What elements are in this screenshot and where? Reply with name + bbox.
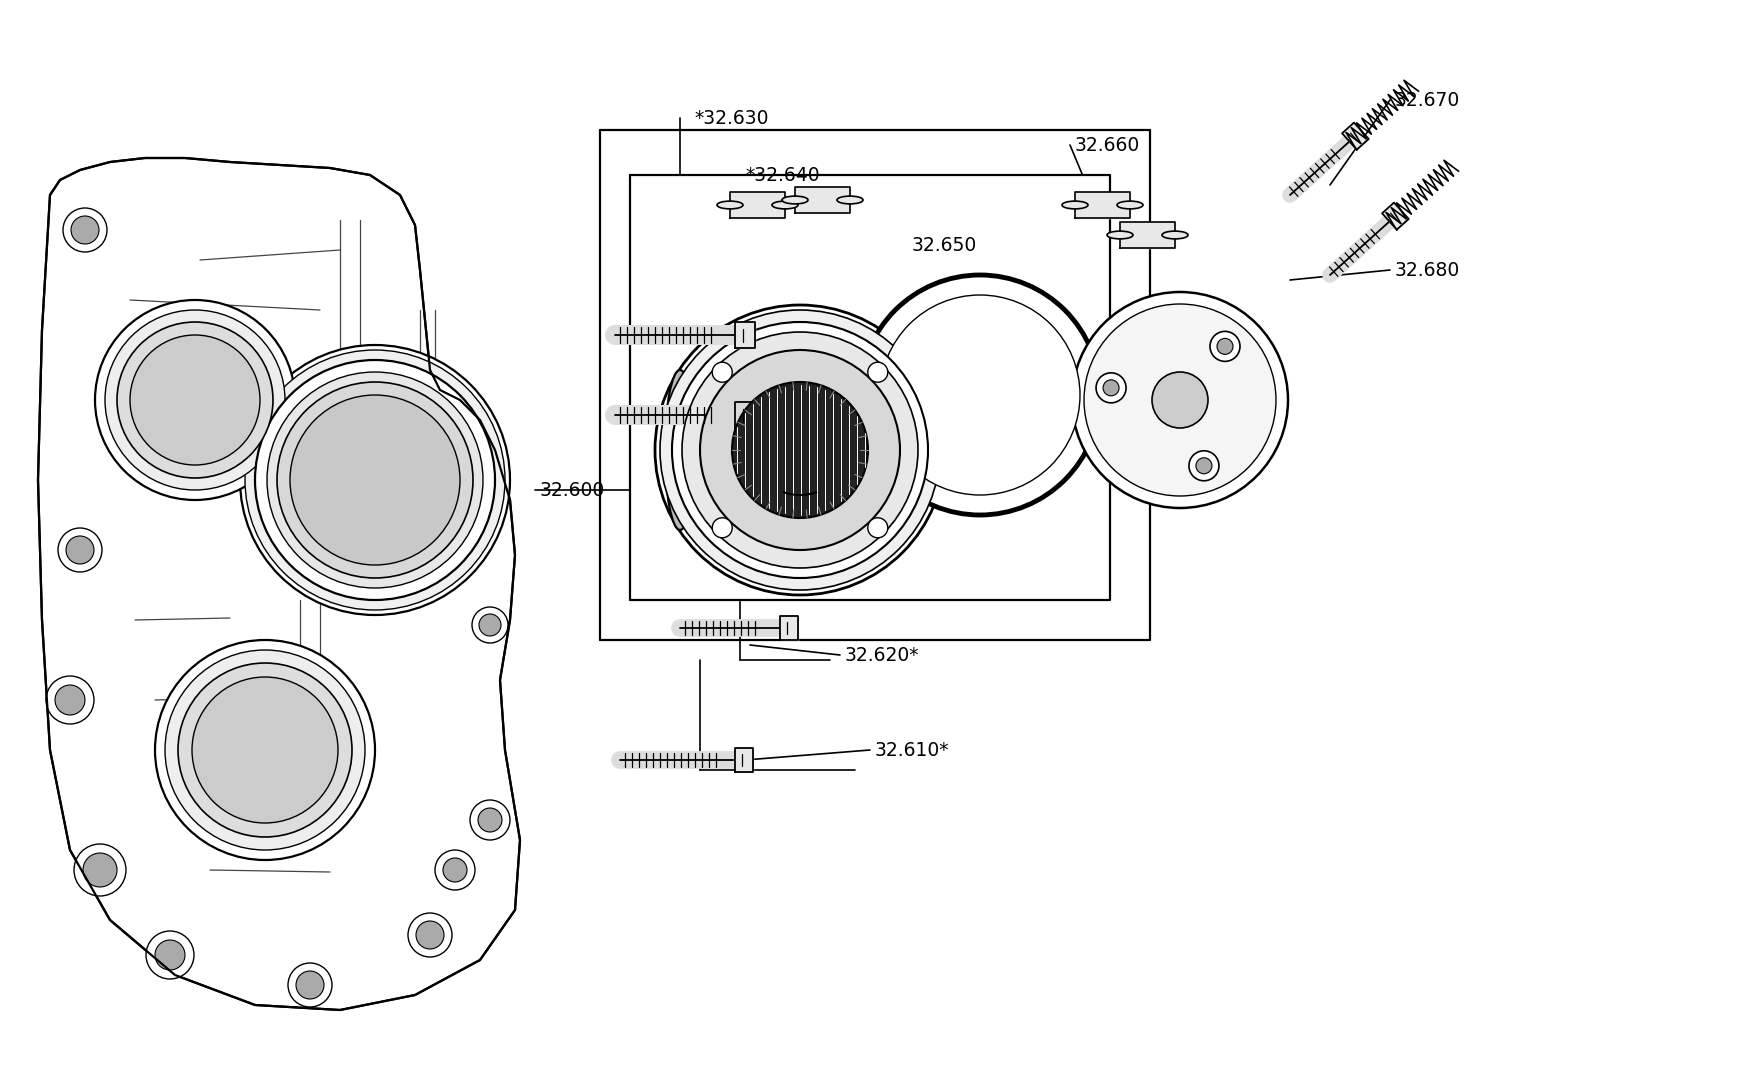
- Text: 32.680: 32.680: [1395, 260, 1459, 279]
- Polygon shape: [1075, 192, 1129, 218]
- Polygon shape: [779, 616, 798, 640]
- Circle shape: [96, 300, 296, 500]
- Circle shape: [277, 382, 473, 578]
- Text: *32.630: *32.630: [694, 108, 769, 127]
- Circle shape: [471, 607, 508, 643]
- Polygon shape: [1381, 202, 1409, 230]
- Polygon shape: [630, 175, 1109, 600]
- Circle shape: [1071, 292, 1287, 508]
- Circle shape: [63, 208, 106, 253]
- Polygon shape: [1120, 221, 1174, 248]
- Circle shape: [478, 614, 501, 636]
- Circle shape: [45, 676, 94, 724]
- Circle shape: [177, 663, 351, 837]
- Ellipse shape: [664, 370, 694, 530]
- Polygon shape: [600, 129, 1149, 640]
- Text: 32.670: 32.670: [1395, 91, 1459, 109]
- Circle shape: [868, 518, 887, 538]
- Text: 32.660: 32.660: [1075, 136, 1139, 154]
- Circle shape: [711, 363, 732, 382]
- Polygon shape: [734, 402, 755, 428]
- Circle shape: [1195, 458, 1212, 474]
- Circle shape: [1209, 332, 1240, 362]
- Circle shape: [75, 844, 125, 896]
- Circle shape: [478, 808, 503, 832]
- Ellipse shape: [772, 201, 798, 209]
- Circle shape: [245, 350, 504, 610]
- Circle shape: [266, 372, 483, 588]
- Text: 32.600: 32.600: [539, 480, 605, 500]
- Circle shape: [117, 322, 273, 478]
- Circle shape: [1188, 450, 1219, 480]
- Polygon shape: [680, 370, 800, 530]
- Polygon shape: [1341, 123, 1369, 150]
- Circle shape: [240, 345, 510, 615]
- Polygon shape: [730, 192, 784, 218]
- Circle shape: [66, 536, 94, 564]
- Circle shape: [256, 360, 494, 600]
- Circle shape: [699, 350, 899, 550]
- Circle shape: [289, 963, 332, 1007]
- Circle shape: [165, 649, 365, 850]
- Circle shape: [868, 363, 887, 382]
- Ellipse shape: [781, 196, 807, 204]
- Circle shape: [191, 677, 337, 823]
- Circle shape: [659, 310, 939, 590]
- Circle shape: [732, 382, 868, 518]
- Circle shape: [1096, 372, 1125, 402]
- Ellipse shape: [1106, 231, 1132, 239]
- Circle shape: [1103, 380, 1118, 396]
- Text: 32.610*: 32.610*: [875, 740, 949, 760]
- Ellipse shape: [1061, 201, 1087, 209]
- Circle shape: [296, 970, 323, 999]
- Circle shape: [57, 528, 103, 572]
- Circle shape: [435, 850, 475, 890]
- Circle shape: [71, 216, 99, 244]
- Circle shape: [1151, 372, 1207, 428]
- Circle shape: [290, 395, 459, 565]
- Polygon shape: [38, 158, 520, 1010]
- Polygon shape: [734, 748, 753, 771]
- Circle shape: [155, 941, 184, 970]
- Circle shape: [711, 518, 732, 538]
- Circle shape: [407, 913, 452, 957]
- Ellipse shape: [836, 196, 863, 204]
- Circle shape: [880, 295, 1080, 495]
- Circle shape: [56, 685, 85, 715]
- Circle shape: [104, 310, 285, 490]
- Circle shape: [416, 921, 443, 949]
- Ellipse shape: [1162, 231, 1188, 239]
- Ellipse shape: [1116, 201, 1143, 209]
- Circle shape: [1216, 338, 1233, 354]
- Circle shape: [155, 640, 376, 860]
- Circle shape: [1083, 304, 1275, 496]
- Circle shape: [83, 853, 117, 887]
- Circle shape: [130, 335, 259, 465]
- Circle shape: [470, 800, 510, 840]
- Circle shape: [859, 275, 1099, 515]
- Circle shape: [443, 858, 466, 882]
- Circle shape: [146, 931, 193, 979]
- Polygon shape: [795, 187, 850, 213]
- Text: *32.640: *32.640: [744, 166, 819, 184]
- Circle shape: [671, 322, 927, 578]
- Text: 32.650: 32.650: [911, 235, 977, 255]
- Ellipse shape: [716, 201, 743, 209]
- Text: 32.620*: 32.620*: [845, 645, 918, 664]
- Circle shape: [654, 305, 944, 595]
- Polygon shape: [734, 322, 755, 348]
- Circle shape: [682, 332, 918, 568]
